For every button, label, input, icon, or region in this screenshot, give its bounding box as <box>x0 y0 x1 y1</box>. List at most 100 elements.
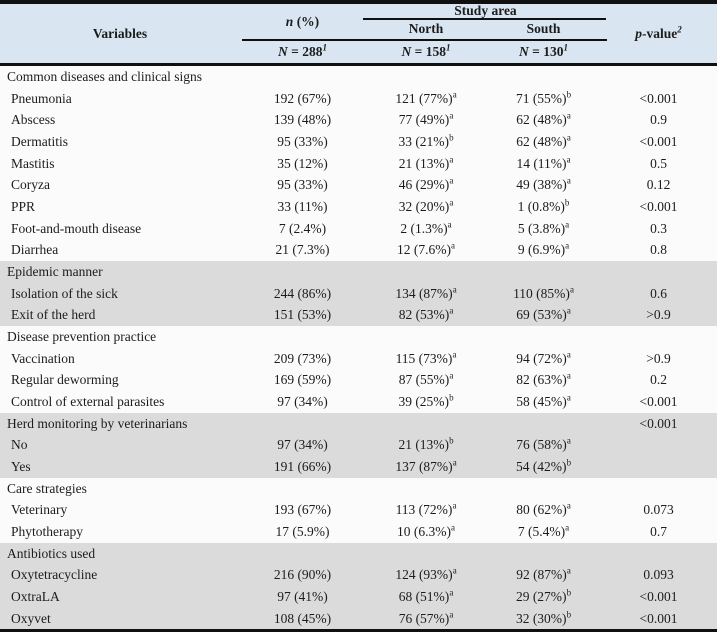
cell-n-overall: 33 (11%) <box>277 198 328 214</box>
row-label: Regular deworming <box>11 372 119 388</box>
cell-south: 62 (48%)a <box>516 133 571 149</box>
cell-p-value: 0.3 <box>650 220 667 236</box>
cell-n-overall: 97 (41%) <box>277 588 328 604</box>
cell-n-overall: 21 (7.3%) <box>275 242 330 258</box>
cell-p-value: <0.001 <box>639 198 678 214</box>
cell-south: 5 (3.8%)a <box>517 220 570 236</box>
cell-south: 54 (42%)b <box>515 458 572 474</box>
cell-n-overall: 95 (33%) <box>277 177 328 193</box>
cell-south: 71 (55%)b <box>515 90 572 106</box>
section-title: Care strategies <box>7 480 87 496</box>
south-label: South <box>526 20 561 36</box>
table-row: Veterinary 193 (67%) 113 (72%)a 80 (62%)a 0.… <box>0 499 717 522</box>
cell-p-value: <0.001 <box>639 90 678 106</box>
cell-south: 49 (38%)a <box>516 177 571 193</box>
row-label: Phytotherapy <box>11 523 83 539</box>
cell-south: 80 (62%)a <box>516 502 571 518</box>
cell-south: 110 (85%)a <box>513 285 574 301</box>
section-p-value: <0.001 <box>639 415 678 431</box>
cell-p-value: <0.001 <box>639 133 678 149</box>
row-label: No <box>11 437 28 453</box>
n-south-label: N = 1301 <box>519 42 568 59</box>
cell-south: 94 (72%)a <box>516 350 571 366</box>
table-row: Isolation of the sick 244 (86%) 134 (87%)a… <box>0 282 717 305</box>
table-row: OxtraLA 97 (41%) 68 (51%)a 29 (27%)b <0.001 <box>0 586 717 608</box>
cell-north: 2 (1.3%)a <box>400 220 452 236</box>
row-label: Yes <box>11 458 31 474</box>
column-header-south: South <box>487 19 600 38</box>
section-title: Disease prevention practice <box>7 328 157 344</box>
table-row: Diarrhea 21 (7.3%) 12 (7.6%)a 9 (6.9%)a 0.8 <box>0 239 717 262</box>
column-group-header-study-area: Study area <box>365 3 606 18</box>
table-row: Control of external parasites 97 (34%) 39 … <box>0 391 717 413</box>
table-row: Abscess 139 (48%) 77 (49%)a 62 (48%)a 0.9 <box>0 109 717 132</box>
cell-north: 137 (87%)a <box>395 458 457 474</box>
section-header-row: Antibiotics used <box>0 542 717 565</box>
cell-south: 14 (11%)a <box>516 155 571 171</box>
n-pct-label: n (%) <box>285 14 320 29</box>
cell-n-overall: 193 (67%) <box>273 502 332 518</box>
table-row: Pneumonia 192 (67%) 121 (77%)a 71 (55%)b <0.… <box>0 87 717 110</box>
table-row: No 97 (34%) 21 (13%)b 76 (58%)a <box>0 434 717 457</box>
cell-p-value: 0.8 <box>650 242 667 258</box>
column-header-p-value: p-value2 <box>600 4 717 63</box>
cell-north: 115 (73%)a <box>395 350 457 366</box>
row-label: Exit of the herd <box>11 307 96 323</box>
cell-south: 92 (87%)a <box>516 567 571 583</box>
cell-north: 46 (29%)a <box>398 177 454 193</box>
section-title: Herd monitoring by veterinarians <box>7 415 188 431</box>
column-header-north: North <box>365 19 487 38</box>
cell-north: 87 (55%)a <box>398 372 454 388</box>
column-header-variables: Variables <box>0 4 240 63</box>
study-area-label: Study area <box>454 3 517 18</box>
table-row: PPR 33 (11%) 32 (20%)a 1 (0.8%)b <0.001 <box>0 196 717 218</box>
table-row: Vaccination 209 (73%) 115 (73%)a 94 (72%)a >… <box>0 347 717 370</box>
table-row: Phytotherapy 17 (5.9%) 10 (6.3%)a 7 (5.4%)a… <box>0 521 717 543</box>
row-label: Dermatitis <box>11 133 68 149</box>
row-label: Oxytetracycline <box>11 567 98 583</box>
row-label: Abscess <box>11 112 56 128</box>
cell-n-overall: 151 (53%) <box>273 307 332 323</box>
table-row: Exit of the herd 151 (53%) 82 (53%)a 69 (53… <box>0 304 717 327</box>
cell-south: 1 (0.8%)b <box>517 198 570 214</box>
cell-north: 12 (7.6%)a <box>397 242 455 258</box>
section-header-row: Herd monitoring by veterinarians <0.001 <box>0 412 717 435</box>
cell-north: 124 (93%)a <box>395 567 457 583</box>
cell-p-value: 0.12 <box>646 177 671 193</box>
cell-n-overall: 169 (59%) <box>273 372 332 388</box>
section-title: Epidemic manner <box>7 263 103 279</box>
cell-south: 82 (63%)a <box>516 372 571 388</box>
table-row: Oxytetracycline 216 (90%) 124 (93%)a 92 (87… <box>0 564 717 587</box>
subheader-rule <box>242 39 607 41</box>
cell-north: 121 (77%)a <box>395 90 457 106</box>
cell-north: 113 (72%)a <box>395 502 457 518</box>
cell-p-value: <0.001 <box>639 393 678 409</box>
cell-p-value: 0.7 <box>650 523 667 539</box>
cell-n-overall: 139 (48%) <box>273 112 332 128</box>
cell-p-value: 0.2 <box>650 372 667 388</box>
table-row: Oxyvet 108 (45%) 76 (57%)a 32 (30%)b <0.001 <box>0 607 717 630</box>
cell-south: 69 (53%)a <box>516 307 571 323</box>
row-label: Control of external parasites <box>11 393 165 409</box>
row-label: Isolation of the sick <box>11 285 118 301</box>
section-header-row: Epidemic manner <box>0 261 717 283</box>
table-row: Regular deworming 169 (59%) 87 (55%)a 82 (6… <box>0 369 717 392</box>
variables-label: Variables <box>92 25 148 41</box>
cell-n-overall: 95 (33%) <box>277 133 328 149</box>
table-row: Dermatitis 95 (33%) 33 (21%)b 62 (48%)a <0.0… <box>0 131 717 153</box>
table-row: Mastitis 35 (12%) 21 (13%)a 14 (11%)a 0.5 <box>0 152 717 175</box>
cell-north: 10 (6.3%)a <box>397 523 455 539</box>
cell-p-value: 0.5 <box>650 155 667 171</box>
cell-n-overall: 17 (5.9%) <box>275 523 330 539</box>
cell-north: 33 (21%)b <box>398 133 454 149</box>
cell-n-overall: 191 (66%) <box>273 458 332 474</box>
cell-p-value: >0.9 <box>646 350 671 366</box>
row-label: Pneumonia <box>11 90 72 106</box>
table-header: Variables n (%) Study area North South N… <box>0 0 717 66</box>
cell-n-overall: 192 (67%) <box>273 90 332 106</box>
row-label: Diarrhea <box>11 242 59 258</box>
cell-south: 58 (45%)a <box>516 393 571 409</box>
row-label: Vaccination <box>11 350 75 366</box>
cell-south: 62 (48%)a <box>516 112 571 128</box>
cell-p-value: <0.001 <box>639 588 678 604</box>
